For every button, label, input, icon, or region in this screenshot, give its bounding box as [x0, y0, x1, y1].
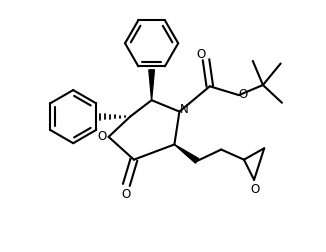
Text: O: O	[239, 88, 248, 101]
Polygon shape	[174, 145, 199, 164]
Text: N: N	[180, 103, 188, 116]
Text: O: O	[196, 47, 206, 60]
Text: O: O	[122, 187, 131, 200]
Polygon shape	[149, 71, 155, 101]
Text: O: O	[98, 130, 107, 143]
Text: O: O	[251, 182, 260, 195]
